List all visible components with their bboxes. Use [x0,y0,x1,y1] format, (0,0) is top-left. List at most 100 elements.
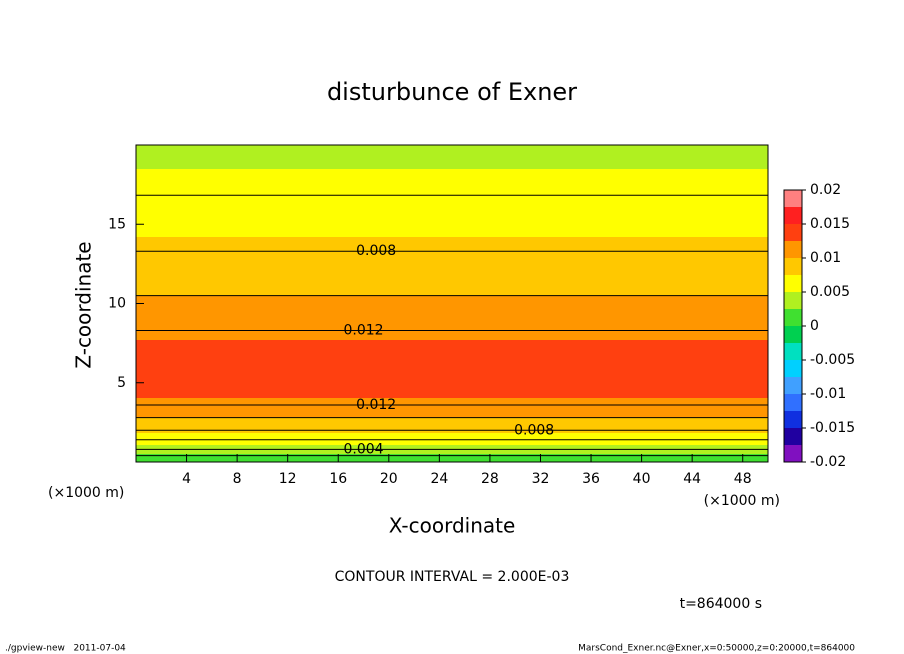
field-cell [136,376,768,378]
field-cell [136,286,768,288]
x-tick-label: 28 [481,471,499,487]
field-cell [136,199,768,201]
field-cell [136,358,768,360]
colorbar-tick-label: 0 [810,318,819,334]
field-cell [136,200,768,202]
field-cell [136,260,768,262]
field-cell [136,350,768,352]
field-cell [136,203,768,205]
field-cell [136,205,768,207]
field-cell [136,274,768,276]
field-cell [136,204,768,206]
colorbar-cell [784,309,802,326]
field-cell [136,363,768,365]
field-cell [136,335,768,337]
field-cell [136,424,768,426]
field-cell [136,443,768,445]
field-cell [136,328,768,330]
field-cell [136,254,768,256]
x-unit-label: (×1000 m) [48,485,124,501]
field-cell [136,401,768,403]
field-cell [136,332,768,334]
field-cell [136,396,768,398]
field-cell [136,315,768,317]
x-tick-label: 44 [683,471,701,487]
field-cell [136,413,768,415]
field-cell [136,313,768,315]
field-cell [136,265,768,267]
field-cell [136,377,768,379]
colorbar-cell [784,394,802,411]
field-cell [136,331,768,333]
field-cell [136,168,768,170]
x-tick-label: 48 [734,471,752,487]
field-cell [136,280,768,282]
field-cell [136,172,768,174]
field-cell [136,308,768,310]
colorbar-cell [784,275,802,292]
field-cell [136,322,768,324]
field-cell [136,343,768,345]
field-cell [136,381,768,383]
field-cell [136,438,768,440]
field-cell [136,457,768,459]
field-cell [136,256,768,258]
field-cell [136,419,768,421]
field-cell [136,432,768,434]
x-tick-label: 4 [182,471,191,487]
field-cell [136,411,768,413]
field-cell [136,156,768,158]
colorbar-cell [784,224,802,241]
field-cell [136,201,768,203]
field-cell [136,219,768,221]
field-cell [136,373,768,375]
colorbar-tick-label: 0.02 [810,182,841,198]
field-cell [136,324,768,326]
x-tick-label: 12 [279,471,297,487]
field-cell [136,294,768,296]
field-cell [136,147,768,149]
field-cell [136,279,768,281]
field-cell [136,367,768,369]
field-cell [136,278,768,280]
field-cell [136,233,768,235]
field-cell [136,158,768,160]
field-cell [136,323,768,325]
colorbar-cell [784,292,802,309]
field-cell [136,346,768,348]
field-cell [136,321,768,323]
field-cell [136,174,768,176]
x-tick-label: 20 [380,471,398,487]
colorbar-cell [784,207,802,224]
field-cell [136,171,768,173]
field-cell [136,298,768,300]
field-cell [136,166,768,168]
colorbar-tick-label: 0.01 [810,250,841,266]
field-cell [136,436,768,438]
field-cell [136,459,768,461]
contour-label: 0.008 [356,243,396,259]
field-cell [136,214,768,216]
field-cell [136,211,768,213]
field-cell [136,420,768,422]
colorbar-tick-label: -0.01 [810,386,846,402]
field-cell [136,276,768,278]
field-cell [136,290,768,292]
field-cell [136,157,768,159]
contour-label: 0.004 [343,441,383,457]
field-cell [136,261,768,263]
y-tick-label: 5 [117,375,126,391]
field-cell [136,238,768,240]
field-cell [136,374,768,376]
field-cell [136,177,768,179]
field-cell [136,253,768,255]
field-cell [136,216,768,218]
field-cell [136,426,768,428]
field-cell [136,383,768,385]
field-cell [136,210,768,212]
field-cell [136,221,768,223]
field-cell [136,241,768,243]
field-cell [136,329,768,331]
field-cell [136,364,768,366]
